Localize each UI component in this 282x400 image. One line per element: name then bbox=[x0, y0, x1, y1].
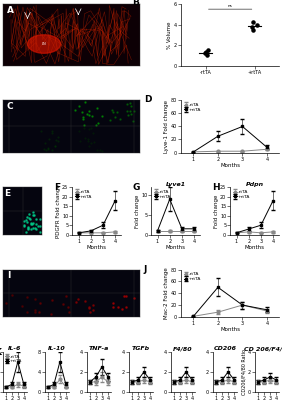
Text: I: I bbox=[7, 271, 10, 280]
Point bbox=[250, 23, 254, 30]
Point bbox=[169, 345, 173, 352]
Text: E: E bbox=[4, 189, 10, 198]
Y-axis label: PDGFR Fold change: PDGFR Fold change bbox=[56, 184, 61, 238]
Text: LN: LN bbox=[42, 42, 46, 46]
Point bbox=[104, 155, 108, 162]
Point bbox=[163, 348, 167, 354]
Point bbox=[44, 392, 49, 398]
Point bbox=[217, 234, 221, 241]
Title: TNF-a: TNF-a bbox=[89, 346, 109, 351]
Point bbox=[41, 363, 45, 369]
Point bbox=[44, 318, 49, 324]
Point bbox=[139, 8, 143, 14]
Title: IL-10: IL-10 bbox=[48, 346, 66, 351]
Y-axis label: CD206/F4/80 Ratio: CD206/F4/80 Ratio bbox=[241, 349, 246, 395]
Point bbox=[250, 19, 255, 26]
Polygon shape bbox=[28, 35, 60, 53]
Point bbox=[183, 374, 188, 381]
Point bbox=[101, 162, 105, 169]
Point bbox=[164, 340, 169, 346]
Point bbox=[59, 332, 63, 338]
Point bbox=[3, 395, 7, 400]
Text: D: D bbox=[144, 95, 151, 104]
Point bbox=[203, 286, 208, 292]
Y-axis label: Fold change: Fold change bbox=[213, 194, 219, 228]
Title: CD 206/F4/80: CD 206/F4/80 bbox=[244, 346, 282, 351]
Point bbox=[85, 388, 89, 394]
Point bbox=[83, 207, 87, 214]
Y-axis label: Mac-2 Fold change: Mac-2 Fold change bbox=[164, 267, 169, 319]
Point bbox=[136, 341, 140, 347]
X-axis label: Months: Months bbox=[166, 245, 186, 250]
Text: A: A bbox=[7, 6, 14, 15]
Text: G: G bbox=[133, 183, 140, 192]
Point bbox=[182, 27, 187, 34]
X-axis label: Months: Months bbox=[245, 245, 265, 250]
X-axis label: Months: Months bbox=[220, 163, 240, 168]
Title: Lyve1: Lyve1 bbox=[166, 182, 186, 187]
Y-axis label: Fold change: Fold change bbox=[135, 194, 140, 228]
Point bbox=[76, 362, 81, 369]
Point bbox=[43, 389, 47, 395]
Legend: -rtTA, +rtTA: -rtTA, +rtTA bbox=[154, 190, 171, 199]
Point bbox=[13, 206, 18, 212]
Point bbox=[268, 355, 273, 361]
Point bbox=[255, 21, 259, 28]
Title: F4/80: F4/80 bbox=[173, 346, 193, 351]
Point bbox=[94, 341, 99, 347]
Point bbox=[108, 240, 112, 246]
Point bbox=[114, 99, 119, 105]
Legend: -rtTA, +rtTA: -rtTA, +rtTA bbox=[183, 103, 201, 112]
Text: B: B bbox=[132, 0, 139, 7]
Text: K: K bbox=[0, 348, 1, 357]
Point bbox=[93, 93, 97, 100]
Text: ns: ns bbox=[228, 4, 233, 8]
Point bbox=[205, 52, 209, 58]
X-axis label: Months: Months bbox=[220, 328, 240, 332]
Point bbox=[230, 280, 234, 287]
Point bbox=[250, 26, 255, 33]
Text: C: C bbox=[7, 102, 14, 111]
Text: F: F bbox=[54, 183, 60, 192]
Point bbox=[118, 55, 122, 62]
Text: J: J bbox=[144, 265, 147, 274]
Point bbox=[108, 326, 113, 332]
Legend: -rtTA, +rtTA: -rtTA, +rtTA bbox=[183, 272, 201, 282]
Point bbox=[29, 358, 34, 364]
Point bbox=[206, 47, 211, 53]
Point bbox=[131, 264, 135, 270]
Title: IL-6: IL-6 bbox=[8, 346, 21, 351]
Legend: -rtTA, +rtTA: -rtTA, +rtTA bbox=[5, 354, 23, 364]
Legend: -rtTA, +rtTA: -rtTA, +rtTA bbox=[75, 190, 92, 199]
Legend: -rtTA, +rtTA: -rtTA, +rtTA bbox=[233, 190, 250, 199]
Point bbox=[203, 50, 207, 56]
Point bbox=[35, 209, 39, 216]
Point bbox=[100, 345, 104, 351]
Point bbox=[92, 145, 96, 151]
X-axis label: Months: Months bbox=[87, 245, 107, 250]
Point bbox=[99, 392, 103, 398]
Title: Pdpn: Pdpn bbox=[246, 182, 264, 187]
Title: TGFb: TGFb bbox=[132, 346, 150, 351]
Point bbox=[204, 49, 208, 56]
Title: CD206: CD206 bbox=[213, 346, 237, 351]
Y-axis label: % Volume: % Volume bbox=[168, 21, 173, 48]
Y-axis label: Lyve-1 Fold change: Lyve-1 Fold change bbox=[164, 100, 169, 153]
Text: H: H bbox=[212, 183, 219, 192]
Point bbox=[35, 236, 39, 242]
